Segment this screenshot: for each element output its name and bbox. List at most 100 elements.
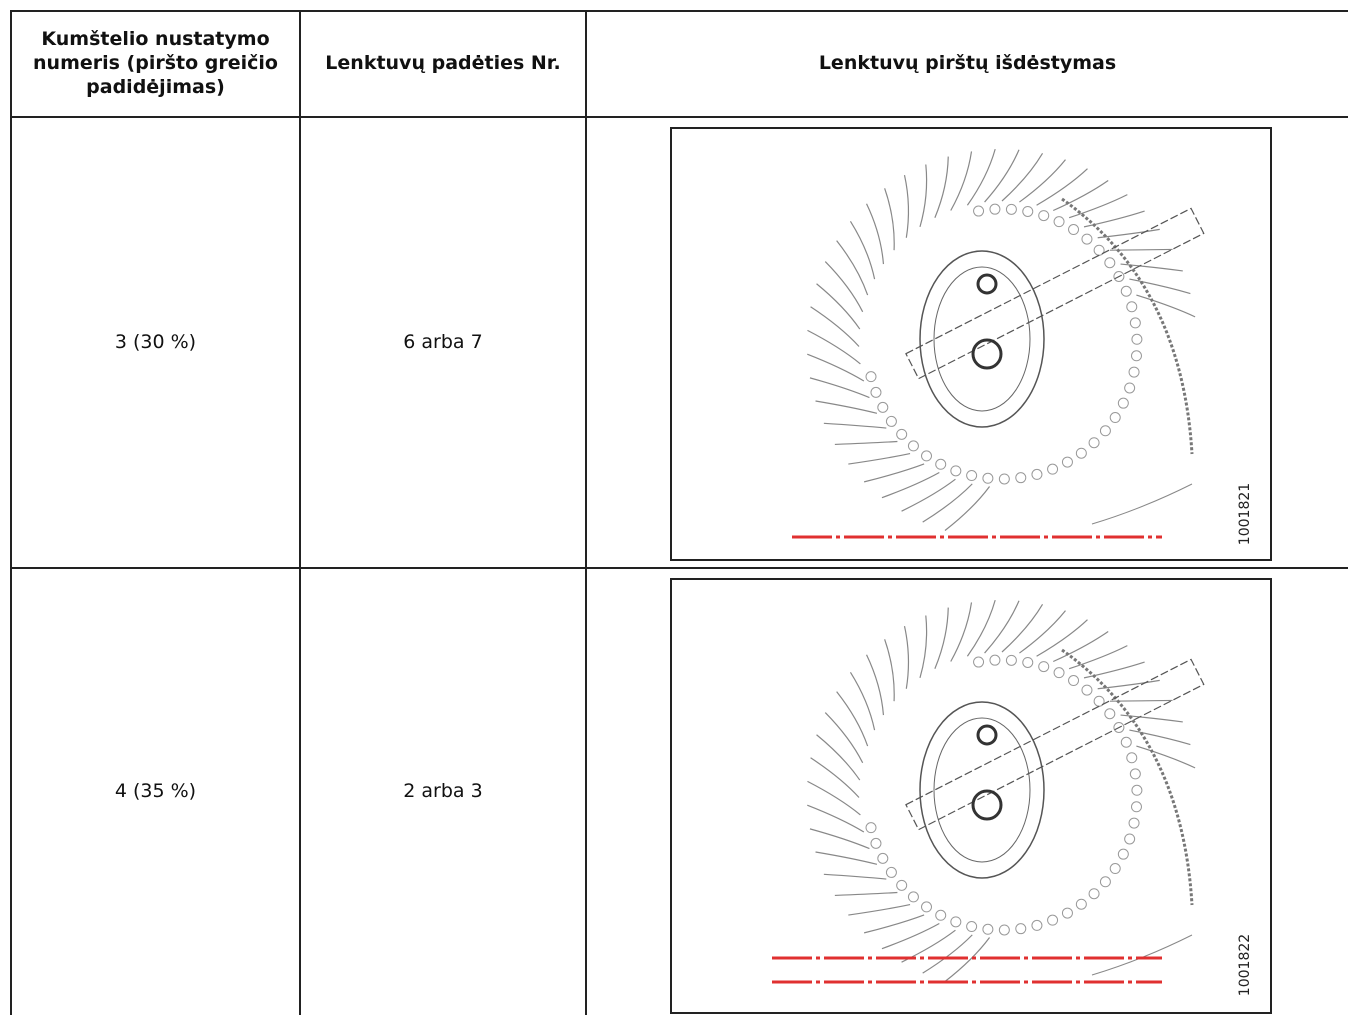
tine [848,452,911,465]
tine-bearing [966,921,978,933]
tine [815,400,878,414]
reel-drawing [772,599,1205,984]
tine-bearing [1015,923,1027,935]
tine [1129,729,1191,746]
tine-bearing [1130,801,1142,813]
tine [1120,263,1183,272]
tine-bearing [885,866,897,878]
tine-bearing [1113,722,1125,733]
tine-bearing [896,879,908,891]
figure-id: 1001821 [1237,483,1253,545]
tine [1001,152,1044,202]
tine [966,148,996,206]
tine-bearing [1129,317,1141,329]
tine-bearing [1038,210,1050,222]
tine-bearing [1128,366,1140,378]
tine-bearing [921,901,933,913]
tine-bearing [1109,863,1121,875]
tine [807,804,865,833]
tine [1129,278,1191,295]
tine-bearing [1104,708,1116,720]
tine [823,873,887,880]
tine-bearing [1081,233,1093,245]
tine [934,156,949,218]
tine [1109,248,1173,251]
tine [824,712,864,764]
rule [10,567,1348,569]
tine [1019,610,1066,654]
tine-bearing [982,923,994,935]
header-cell: Kumštelio nustatymo numeris (piršto grei… [33,28,278,98]
tine-bearing [877,852,889,864]
cam-disc [933,717,1031,863]
tine [836,240,869,296]
tine [1136,745,1196,769]
tine-bearing [973,656,985,668]
tine-sweep [1061,197,1194,455]
tine-bearing [921,450,933,462]
reel-figure: 1001821 [670,127,1272,561]
header-cell: Lenktuvų pirštų išdėstymas [818,52,1117,75]
tine-bearing [1022,205,1034,217]
tine [1109,699,1173,702]
tine-bearing [1081,684,1093,696]
rule [10,10,12,1015]
reel-drawing [792,148,1205,539]
tine-sweep [1061,648,1194,906]
tine [922,934,973,974]
tine [807,353,865,382]
tine-bearing [885,415,897,427]
tine [901,478,956,512]
tine-bearing [1061,456,1073,468]
tine-bearing [1047,463,1059,475]
tine-bearing [1129,768,1141,780]
tine-bearing [998,473,1010,485]
tine [1053,179,1109,212]
tine [1083,661,1145,679]
cam-disc [919,250,1045,428]
cell: 6 arba 7 [403,330,483,353]
tine-bearing [1120,736,1132,748]
tine [984,600,1020,654]
tine [1083,210,1145,228]
tine [922,483,973,523]
tine-bearing [1117,848,1129,860]
tine [810,306,860,347]
tine-bearing [1088,437,1100,449]
reel-figure: 1001822 [670,578,1272,1014]
tine [884,188,895,251]
reel-arm [905,207,1205,380]
reel-arm [905,658,1205,831]
tine [807,329,861,365]
tine-bearing [1088,888,1100,900]
cell: 3 (30 %) [114,330,197,353]
tine-bearing [1031,919,1043,931]
header-cell: Lenktuvų padėties Nr. [325,52,561,75]
tine [1019,159,1066,203]
rule [10,116,1348,118]
tine-bearing [1061,907,1073,919]
tine [903,625,910,689]
tine [1036,168,1088,206]
tine [1053,630,1109,663]
tine [815,851,878,865]
tine [1001,603,1044,653]
tine-bearing [1130,350,1142,362]
tine-bearing [1109,412,1121,424]
tine-bearing [1124,833,1136,845]
hub [976,724,998,746]
figure-id: 1001822 [1237,934,1253,996]
tine-bearing [907,891,919,903]
tine-bearing [1131,784,1143,796]
tine-bearing [935,458,947,470]
tine [849,671,876,731]
tine [866,654,885,716]
tine-bearing [1120,285,1132,297]
rule [10,10,1348,12]
tine [984,149,1020,203]
cutterbar [1091,934,1193,976]
tine-bearing [1053,216,1065,228]
tine [919,164,928,228]
tine [809,828,870,850]
